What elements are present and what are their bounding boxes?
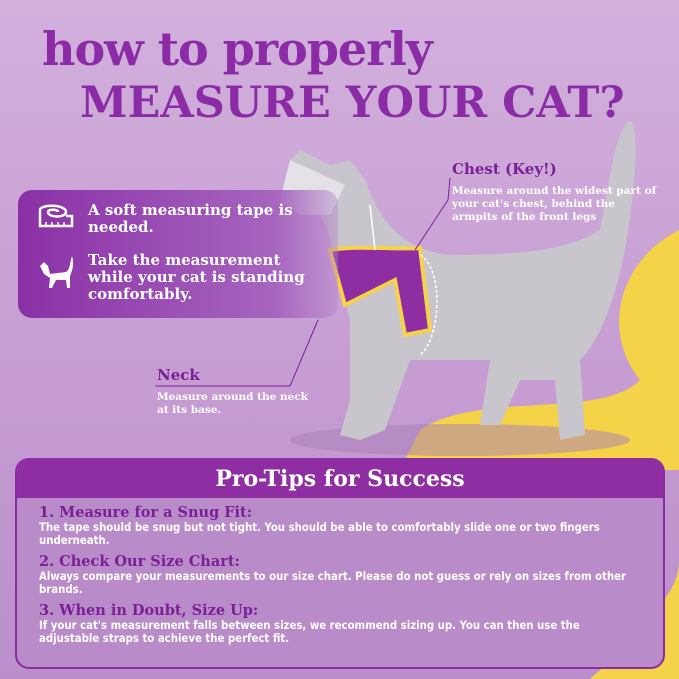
tip-title: 2. Check Our Size Chart: <box>39 553 240 570</box>
neck-description: Measure around the neck at its base. <box>157 391 308 416</box>
tape-text: A soft measuring tape is needed. <box>88 201 293 236</box>
tip-title: 3. When in Doubt, Size Up: <box>39 602 259 619</box>
tip-item: 2. Check Our Size Chart: Always compare … <box>17 553 663 596</box>
yellow-decor-shape <box>400 230 679 470</box>
title-line-1: how to properly <box>42 22 433 76</box>
pro-tips-heading: Pro-Tips for Success <box>17 460 663 498</box>
cat-icon <box>40 256 74 288</box>
tip-title: 1. Measure for a Snug Fit: <box>39 504 253 521</box>
tip-body: If your cat's measurement falls between … <box>39 619 580 645</box>
harness <box>327 245 433 338</box>
chest-description: Measure around the widest part of your c… <box>452 185 657 223</box>
neck-label: Neck <box>157 366 200 384</box>
measuring-tape-icon <box>38 204 74 228</box>
title-line-2: MEASURE YOUR CAT? <box>80 78 625 128</box>
tip-item: 1. Measure for a Snug Fit: The tape shou… <box>17 504 663 547</box>
requirements-box: A soft measuring tape is needed. Take th… <box>18 190 338 318</box>
tip-item: 3. When in Doubt, Size Up: If your cat's… <box>17 602 663 645</box>
tip-body: Always compare your measurements to our … <box>39 570 627 596</box>
standing-text: Take the measurement while your cat is s… <box>88 251 305 303</box>
chest-label: Chest (Key!) <box>452 160 557 178</box>
cat-body <box>290 120 636 440</box>
tip-body: The tape should be snug but not tight. Y… <box>39 521 600 547</box>
pro-tips-panel: Pro-Tips for Success 1. Measure for a Sn… <box>15 458 665 669</box>
